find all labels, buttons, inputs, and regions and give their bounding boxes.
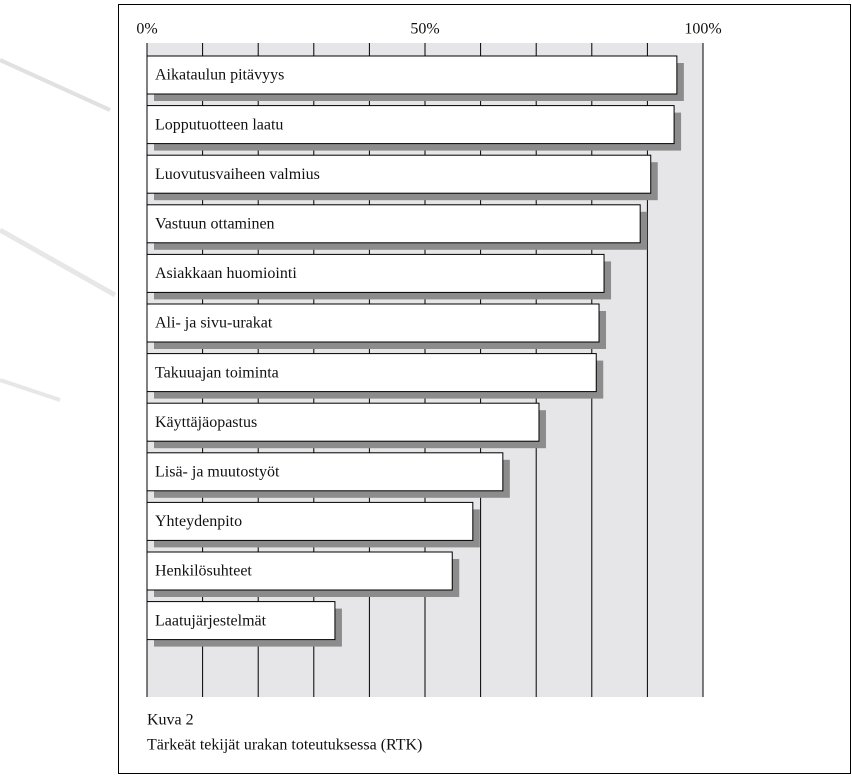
background-decoration xyxy=(0,60,115,400)
category-label: Asiakkaan huomiointi xyxy=(155,265,297,282)
category-label: Aikataulun pitävyys xyxy=(155,67,284,84)
category-label: Käyttäjäopastus xyxy=(155,414,257,431)
chart: Kuva 2 Tärkeät tekijät urakan toteutukse… xyxy=(0,0,852,776)
page: {"chart_data": {"type": "bar", "orientat… xyxy=(0,0,852,776)
x-tick-label: 0% xyxy=(136,21,157,38)
category-label: Vastuun ottaminen xyxy=(155,215,275,232)
category-label: Takuuajan toiminta xyxy=(155,364,279,381)
x-tick-label: 50% xyxy=(410,21,439,38)
category-label: Lopputuotteen laatu xyxy=(155,116,283,133)
x-tick-label: 100% xyxy=(684,21,721,38)
category-label: Yhteydenpito xyxy=(155,513,242,530)
category-label: Henkilösuhteet xyxy=(155,563,252,580)
category-label: Luovutusvaiheen valmius xyxy=(155,166,320,183)
category-label: Lisä- ja muutostyöt xyxy=(155,463,280,480)
figure-label: Kuva 2 xyxy=(147,712,194,729)
category-label: Laatujärjestelmät xyxy=(155,612,267,629)
chart-title: Tärkeät tekijät urakan toteutuksessa (RT… xyxy=(147,737,422,754)
category-label: Ali- ja sivu-urakat xyxy=(155,315,273,332)
